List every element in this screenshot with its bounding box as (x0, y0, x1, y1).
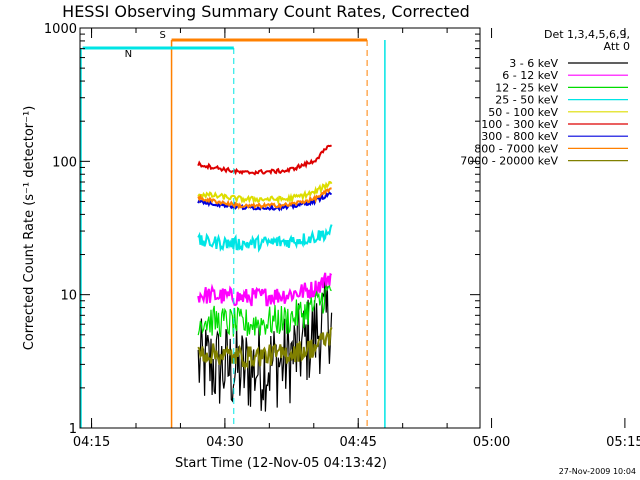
series-12-25-kev (197, 284, 332, 338)
series-6-12-kev (197, 272, 333, 307)
x-tick-label: 04:15 (73, 435, 110, 450)
series-layer (197, 144, 333, 412)
axes: 04:1504:3004:4505:0005:1505:3005:4511010… (44, 22, 640, 450)
x-axis-label: Start Time (12-Nov-05 04:13:42) (175, 456, 387, 471)
legend-entry-label: 7000 - 20000 keV (460, 155, 558, 168)
legend-entry-label: 6 - 12 keV (502, 69, 558, 82)
series-800-7000-kev (197, 187, 332, 210)
flag-label-n: N (125, 49, 132, 60)
series-3-6-kev (197, 275, 333, 412)
legend-entry-label: 3 - 6 keV (509, 57, 558, 70)
chart-title: HESSI Observing Summary Count Rates, Cor… (62, 2, 470, 21)
series-50-100-kev (197, 180, 333, 206)
series-line-segment (197, 327, 333, 371)
flag-label-s: S (160, 30, 166, 41)
y-tick-label: 1 (69, 422, 77, 437)
series-line-segment (197, 187, 332, 210)
y-tick-label: 1000 (44, 22, 77, 37)
timestamp: 27-Nov-2009 10:04 (559, 467, 636, 476)
series-line-segment (197, 180, 333, 206)
series-100-300-kev (197, 144, 332, 176)
legend-entry-label: 800 - 7000 keV (474, 142, 558, 155)
series-line-segment (197, 144, 332, 176)
x-tick-label: 04:30 (206, 435, 243, 450)
legend-entry-label: 25 - 50 keV (495, 94, 558, 107)
legend-entry-label: 12 - 25 keV (495, 81, 558, 94)
legend-entry-label: 300 - 800 keV (481, 130, 558, 143)
legend-entry-label: 50 - 100 keV (488, 106, 558, 119)
series-line-segment (197, 284, 332, 338)
series-25-50-kev (197, 224, 333, 253)
series-line-segment (197, 275, 333, 412)
legend-header-line1: Det 1,3,4,5,6,9, (544, 28, 630, 41)
series-7000-20000-kev (197, 327, 333, 371)
series-line-segment (197, 272, 333, 307)
series-line-segment (197, 224, 333, 253)
x-tick-label: 04:45 (339, 435, 376, 450)
y-tick-label: 10 (60, 289, 77, 304)
y-tick-label: 100 (52, 155, 77, 170)
plot-frame (79, 27, 481, 429)
y-axis-label: Corrected Count Rate (s⁻¹ detector⁻¹) (22, 106, 37, 351)
x-tick-label: 05:00 (473, 435, 510, 450)
x-tick-label: 05:15 (606, 435, 640, 450)
legend-header-line2: Att 0 (604, 40, 630, 53)
legend-entry-label: 100 - 300 keV (481, 118, 558, 131)
